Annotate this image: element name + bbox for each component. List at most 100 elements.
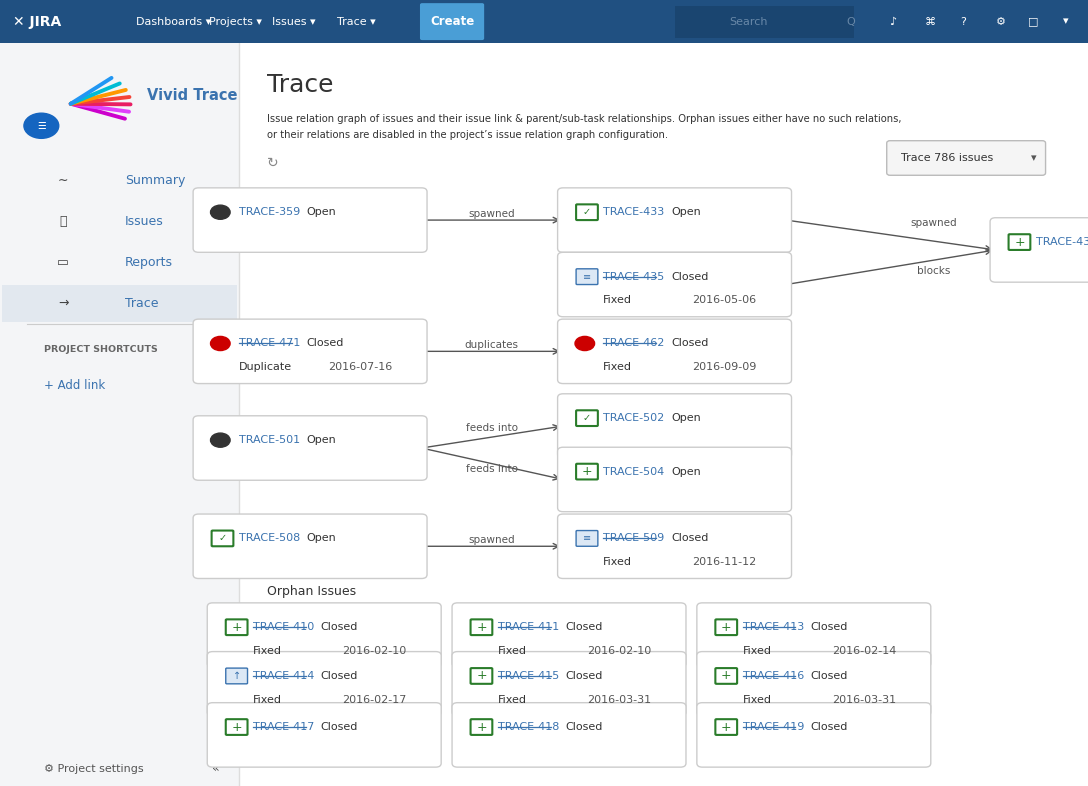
Text: Open: Open — [307, 208, 336, 217]
Text: TRACE-502: TRACE-502 — [603, 413, 665, 423]
FancyBboxPatch shape — [696, 603, 930, 667]
Text: Vivid Trace: Vivid Trace — [147, 88, 237, 104]
Text: ⚙ Project settings: ⚙ Project settings — [44, 764, 144, 773]
Text: TRACE-509: TRACE-509 — [603, 534, 665, 543]
Text: Trace: Trace — [125, 297, 159, 310]
FancyBboxPatch shape — [226, 619, 248, 635]
Text: TRACE-471: TRACE-471 — [239, 339, 300, 348]
FancyBboxPatch shape — [990, 218, 1088, 282]
Text: 2016-02-10: 2016-02-10 — [588, 646, 652, 656]
Text: +: + — [477, 670, 486, 682]
Text: Fixed: Fixed — [498, 646, 527, 656]
Text: ☰: ☰ — [37, 121, 46, 130]
Text: Closed: Closed — [566, 722, 603, 732]
Text: □: □ — [1028, 17, 1039, 27]
FancyBboxPatch shape — [557, 514, 791, 578]
Text: 2016-03-31: 2016-03-31 — [831, 695, 895, 704]
Text: Q: Q — [846, 17, 855, 27]
Text: Trace ▾: Trace ▾ — [337, 17, 376, 27]
Text: Fixed: Fixed — [742, 646, 771, 656]
Text: Create: Create — [430, 15, 474, 28]
FancyBboxPatch shape — [577, 269, 598, 285]
FancyBboxPatch shape — [211, 531, 233, 546]
FancyBboxPatch shape — [226, 719, 248, 735]
Text: Search: Search — [729, 17, 767, 27]
FancyBboxPatch shape — [194, 188, 426, 252]
FancyBboxPatch shape — [0, 0, 1088, 43]
Text: Summary: Summary — [125, 174, 185, 187]
Circle shape — [211, 336, 231, 351]
Text: Fixed: Fixed — [603, 362, 632, 372]
Text: ⚙: ⚙ — [996, 17, 1006, 27]
Text: TRACE-436: TRACE-436 — [1036, 237, 1088, 247]
FancyBboxPatch shape — [557, 447, 791, 512]
Text: Closed: Closed — [671, 339, 708, 348]
FancyBboxPatch shape — [471, 619, 492, 635]
Text: ✓: ✓ — [219, 534, 226, 543]
Text: Closed: Closed — [671, 272, 708, 281]
Text: +: + — [721, 670, 731, 682]
Text: Issues ▾: Issues ▾ — [272, 17, 316, 27]
Text: 2016-03-31: 2016-03-31 — [588, 695, 651, 704]
Text: TRACE-508: TRACE-508 — [239, 534, 300, 543]
Text: 2016-09-09: 2016-09-09 — [692, 362, 757, 372]
Text: Fixed: Fixed — [603, 557, 632, 567]
FancyBboxPatch shape — [194, 416, 426, 480]
Text: +: + — [232, 621, 242, 634]
Text: ▾: ▾ — [1031, 153, 1037, 163]
Text: spawned: spawned — [911, 219, 956, 228]
Text: Closed: Closed — [566, 671, 603, 681]
Text: Orphan Issues: Orphan Issues — [267, 585, 356, 597]
Text: + Add link: + Add link — [44, 379, 104, 391]
Text: TRACE-504: TRACE-504 — [603, 467, 665, 476]
Text: duplicates: duplicates — [465, 340, 519, 350]
Text: TRACE-410: TRACE-410 — [252, 623, 314, 632]
Text: «: « — [212, 762, 220, 775]
Text: TRACE-411: TRACE-411 — [498, 623, 559, 632]
FancyBboxPatch shape — [557, 394, 791, 458]
Text: +: + — [721, 621, 731, 634]
Circle shape — [211, 205, 231, 219]
Text: TRACE-413: TRACE-413 — [742, 623, 804, 632]
Text: 2016-02-14: 2016-02-14 — [831, 646, 897, 656]
Text: 2016-02-17: 2016-02-17 — [342, 695, 407, 704]
Text: Duplicate: Duplicate — [239, 362, 292, 372]
Text: 2016-05-06: 2016-05-06 — [692, 296, 756, 305]
Text: ✓: ✓ — [583, 208, 591, 217]
FancyBboxPatch shape — [207, 603, 442, 667]
FancyBboxPatch shape — [453, 703, 687, 767]
FancyBboxPatch shape — [239, 43, 1088, 786]
Text: 2016-11-12: 2016-11-12 — [692, 557, 757, 567]
Text: Open: Open — [671, 208, 701, 217]
Text: TRACE-416: TRACE-416 — [742, 671, 804, 681]
FancyBboxPatch shape — [2, 285, 237, 322]
Text: ⦵: ⦵ — [60, 215, 66, 228]
FancyBboxPatch shape — [194, 514, 426, 578]
Text: Closed: Closed — [307, 339, 344, 348]
Text: Trace: Trace — [267, 73, 333, 97]
Text: ≡: ≡ — [583, 534, 591, 543]
Text: TRACE-359: TRACE-359 — [239, 208, 300, 217]
Text: ♪: ♪ — [889, 17, 895, 27]
Text: Issues: Issues — [125, 215, 164, 228]
Text: ≡: ≡ — [583, 272, 591, 281]
Text: +: + — [477, 621, 486, 634]
Text: Fixed: Fixed — [603, 296, 632, 305]
Text: TRACE-433: TRACE-433 — [603, 208, 665, 217]
FancyBboxPatch shape — [207, 652, 442, 716]
FancyBboxPatch shape — [420, 3, 484, 40]
Text: Trace 786 issues: Trace 786 issues — [901, 153, 993, 163]
Text: ▾: ▾ — [1063, 17, 1070, 27]
Text: +: + — [721, 721, 731, 733]
Text: TRACE-414: TRACE-414 — [252, 671, 314, 681]
FancyBboxPatch shape — [716, 719, 738, 735]
Text: Fixed: Fixed — [498, 695, 527, 704]
Text: TRACE-419: TRACE-419 — [742, 722, 804, 732]
FancyBboxPatch shape — [226, 668, 248, 684]
Text: ↻: ↻ — [267, 156, 279, 170]
Circle shape — [24, 113, 59, 138]
Text: Open: Open — [671, 467, 701, 476]
Text: +: + — [582, 465, 592, 478]
Text: TRACE-435: TRACE-435 — [603, 272, 665, 281]
Text: blocks: blocks — [917, 266, 950, 276]
